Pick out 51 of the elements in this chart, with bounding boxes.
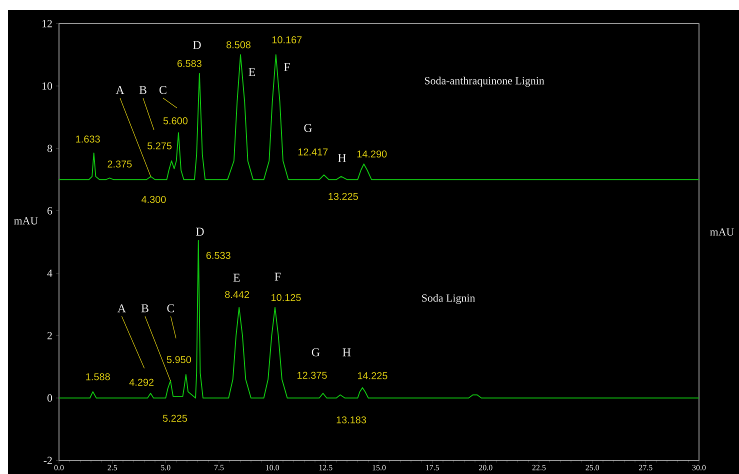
annotation: 6.533 bbox=[206, 252, 230, 259]
annotation: 5.225 bbox=[162, 414, 188, 422]
y-tick-label: 10 bbox=[42, 82, 52, 90]
y-tick-label: 4 bbox=[47, 270, 52, 277]
annotation: 8.508 bbox=[226, 41, 251, 48]
y-axis-title: mAU bbox=[14, 217, 38, 224]
annotation: A bbox=[117, 304, 126, 312]
annotation: 10.125 bbox=[272, 294, 301, 302]
annotation: 14.225 bbox=[358, 372, 388, 380]
y-tick-label: 6 bbox=[47, 207, 52, 214]
annotation: 12.417 bbox=[298, 148, 328, 156]
annotation: 6.583 bbox=[177, 60, 202, 68]
annotation: B bbox=[139, 86, 146, 94]
annotation: D bbox=[196, 228, 204, 236]
y-tick-label: 0 bbox=[47, 394, 52, 402]
annotation: D bbox=[193, 41, 201, 49]
annotation: 14.290 bbox=[357, 150, 387, 158]
annotation: Soda-anthraquinone Lignin bbox=[424, 76, 544, 87]
annotation: 8.442 bbox=[225, 290, 250, 298]
annotation: 10.167 bbox=[272, 36, 302, 44]
annotation: 13.225 bbox=[328, 192, 358, 200]
annotation: 13.183 bbox=[336, 416, 366, 424]
annotation: H bbox=[338, 154, 346, 162]
annotation: C bbox=[160, 86, 166, 94]
annotation: E bbox=[233, 274, 240, 282]
y-tick-label: 2 bbox=[47, 332, 52, 340]
annotation: B bbox=[141, 304, 148, 312]
annotation: A bbox=[116, 86, 124, 94]
y-tick-label: -2 bbox=[44, 456, 52, 464]
y-tick-label: 12 bbox=[42, 20, 52, 28]
annotation: 5.950 bbox=[166, 356, 192, 364]
annotation: 4.292 bbox=[129, 378, 154, 386]
annotation: G bbox=[312, 348, 320, 356]
annotation: 1.588 bbox=[86, 373, 110, 380]
line-series bbox=[58, 54, 700, 180]
annotation: 4.300 bbox=[142, 196, 166, 203]
text: mAU bbox=[710, 228, 734, 236]
annotation: F bbox=[284, 63, 290, 71]
annotation: Soda Lignin bbox=[422, 294, 476, 304]
y-tick-label: 8 bbox=[47, 144, 52, 152]
annotation: 12.375 bbox=[298, 372, 327, 379]
annotation: H bbox=[342, 348, 351, 356]
annotation: 1.633 bbox=[76, 136, 100, 143]
annotation: 5.600 bbox=[163, 117, 188, 124]
annotation: C bbox=[167, 304, 174, 312]
annotation: G bbox=[304, 124, 312, 132]
line-series bbox=[58, 240, 700, 398]
annotation: 2.375 bbox=[108, 160, 132, 168]
annotation: F bbox=[274, 272, 281, 281]
annotation: 5.275 bbox=[147, 142, 172, 150]
annotation: E bbox=[248, 68, 256, 76]
